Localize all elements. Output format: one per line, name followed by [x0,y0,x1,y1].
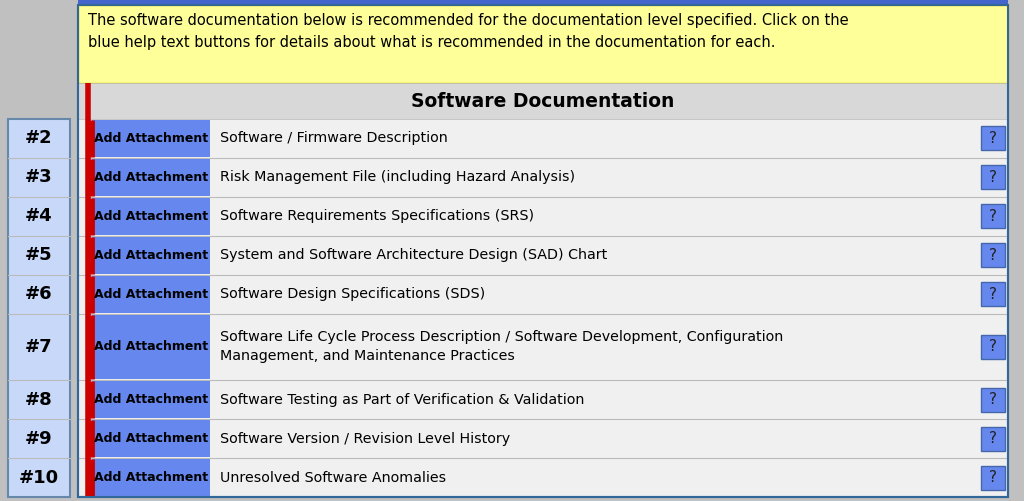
Text: Add Attachment: Add Attachment [94,249,208,262]
FancyBboxPatch shape [92,159,210,196]
Text: ?: ? [989,131,997,146]
Text: ?: ? [989,340,997,355]
FancyBboxPatch shape [78,5,1008,83]
Text: Software Life Cycle Process Description / Software Development, Configuration
Ma: Software Life Cycle Process Description … [220,331,783,363]
FancyBboxPatch shape [92,276,210,313]
FancyBboxPatch shape [981,335,1005,359]
Text: Add Attachment: Add Attachment [94,132,208,145]
FancyBboxPatch shape [981,165,1005,189]
Text: ?: ? [989,170,997,185]
FancyBboxPatch shape [92,120,210,157]
Text: Software Testing as Part of Verification & Validation: Software Testing as Part of Verification… [220,393,585,407]
Text: Add Attachment: Add Attachment [94,171,208,184]
Text: ?: ? [989,392,997,407]
Text: #2: #2 [26,129,53,147]
FancyBboxPatch shape [981,283,1005,306]
Text: #9: #9 [26,429,53,447]
Text: #3: #3 [26,168,53,186]
Text: Software Requirements Specifications (SRS): Software Requirements Specifications (SR… [220,209,535,223]
FancyBboxPatch shape [981,243,1005,268]
FancyBboxPatch shape [981,388,1005,412]
Text: ?: ? [989,431,997,446]
Text: Software Documentation: Software Documentation [412,92,675,111]
FancyBboxPatch shape [78,0,1008,5]
FancyBboxPatch shape [8,119,70,497]
Text: #8: #8 [26,391,53,409]
Text: Software / Firmware Description: Software / Firmware Description [220,131,447,145]
FancyBboxPatch shape [78,83,1008,119]
Text: Add Attachment: Add Attachment [94,432,208,445]
Text: Add Attachment: Add Attachment [94,393,208,406]
Text: #6: #6 [26,286,53,304]
Text: #7: #7 [26,338,53,356]
Text: ?: ? [989,287,997,302]
Text: #4: #4 [26,207,53,225]
Text: Add Attachment: Add Attachment [94,288,208,301]
Text: ?: ? [989,470,997,485]
FancyBboxPatch shape [92,381,210,418]
FancyBboxPatch shape [981,204,1005,228]
FancyBboxPatch shape [92,237,210,274]
Text: Unresolved Software Anomalies: Unresolved Software Anomalies [220,470,446,484]
FancyBboxPatch shape [981,426,1005,450]
Text: Add Attachment: Add Attachment [94,471,208,484]
FancyBboxPatch shape [981,126,1005,150]
Text: ?: ? [989,209,997,224]
FancyBboxPatch shape [92,198,210,235]
FancyBboxPatch shape [92,459,210,496]
Text: Risk Management File (including Hazard Analysis): Risk Management File (including Hazard A… [220,170,575,184]
Text: Add Attachment: Add Attachment [94,341,208,354]
Text: Software Design Specifications (SDS): Software Design Specifications (SDS) [220,288,485,302]
FancyBboxPatch shape [92,315,210,379]
Text: Add Attachment: Add Attachment [94,210,208,223]
Text: #5: #5 [26,246,53,265]
Text: ?: ? [989,248,997,263]
Text: Software Version / Revision Level History: Software Version / Revision Level Histor… [220,431,510,445]
FancyBboxPatch shape [78,5,1008,497]
FancyBboxPatch shape [981,465,1005,489]
FancyBboxPatch shape [92,420,210,457]
Text: #10: #10 [18,468,59,486]
Text: System and Software Architecture Design (SAD) Chart: System and Software Architecture Design … [220,248,607,263]
Text: The software documentation below is recommended for the documentation level spec: The software documentation below is reco… [88,13,849,50]
